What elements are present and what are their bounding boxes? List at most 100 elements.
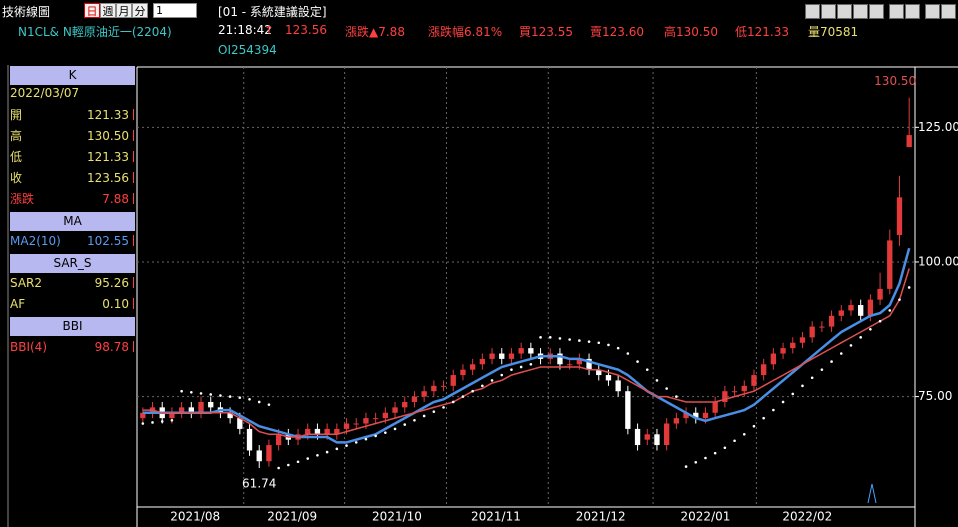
indicator-line <box>142 268 910 438</box>
candle-body <box>314 428 321 435</box>
panel-header: MA <box>10 212 135 231</box>
sar-dot <box>345 444 348 447</box>
candle-body <box>392 407 398 413</box>
candle-body <box>702 412 709 419</box>
sar-dot <box>839 352 843 355</box>
sar-dot <box>578 339 581 342</box>
candle-body <box>741 385 747 392</box>
sar-dot <box>257 400 261 404</box>
setting[interactable]: [01 - 系統建議設定] <box>218 5 327 19</box>
sar-dot <box>607 343 610 347</box>
icon[interactable] <box>941 4 956 19</box>
sar-dot <box>830 360 833 363</box>
sar-dot <box>733 439 736 443</box>
icon[interactable] <box>869 4 884 19</box>
icon[interactable] <box>905 4 920 19</box>
candle-body <box>731 391 738 393</box>
count-select[interactable]: 1 <box>153 3 197 18</box>
candle-body <box>867 299 874 316</box>
sar-dot <box>141 422 145 425</box>
candle-body <box>528 348 534 354</box>
x-tick-label: 2022/01 <box>681 510 731 524</box>
change-pct: 漲跌幅6.81% <box>428 25 503 39</box>
candle-body <box>508 353 515 359</box>
panel-row: 開 121.33 <box>10 105 135 125</box>
candle-body <box>596 369 602 376</box>
sar-dot <box>801 384 804 388</box>
candle-body <box>576 358 583 365</box>
marker <box>867 483 877 504</box>
icon[interactable] <box>805 4 820 19</box>
candle-body <box>518 348 524 354</box>
candle-body <box>644 434 650 440</box>
candle-body <box>343 423 350 429</box>
sar-dot <box>675 395 678 398</box>
candle-body <box>683 412 689 419</box>
row-value: 7.88 <box>102 189 134 209</box>
sar-dot <box>393 427 397 431</box>
candle-body <box>751 375 757 386</box>
sar-dot <box>568 338 571 341</box>
sar-dot <box>209 393 213 396</box>
sar-dot <box>287 463 290 467</box>
row-label: MA2(10) <box>10 234 61 248</box>
sar-dot <box>626 352 630 355</box>
period-button[interactable]: 日 <box>84 3 100 18</box>
x-tick-label: 2021/11 <box>471 510 521 524</box>
sar-dot <box>859 336 862 339</box>
period-button[interactable]: 月 <box>116 3 132 18</box>
sar-dot <box>422 414 426 418</box>
candle-body <box>421 391 427 397</box>
candle-body <box>499 353 505 359</box>
sar-dot <box>898 298 901 301</box>
sar-dot <box>529 362 533 366</box>
candle-body <box>828 315 835 327</box>
sar-dot <box>519 365 523 369</box>
annotation: 61.74 <box>242 477 276 491</box>
period-button[interactable]: 週 <box>100 3 116 18</box>
sar-dot <box>704 456 707 460</box>
low: 低121.33 <box>735 25 789 39</box>
arrow: ↑ <box>264 23 275 37</box>
candle-body <box>305 428 311 435</box>
candle-body <box>673 418 680 424</box>
panel-row: AF 0.10 <box>10 294 135 314</box>
row-value: 98.78 <box>95 337 135 357</box>
candle-body <box>256 450 262 462</box>
row-value: 123.56 <box>87 168 134 188</box>
y-tick-label: 125.00 <box>918 120 958 134</box>
panel-row: SAR2 95.26 <box>10 273 135 293</box>
panel-header: SAR_S <box>10 254 135 273</box>
panel-row: MA2(10) 102.55 <box>10 231 135 251</box>
sar-dot <box>723 446 727 450</box>
candle-body <box>896 197 903 236</box>
candle-body <box>605 375 612 381</box>
candle-body <box>615 380 621 392</box>
symbol: N1CL& N輕原油近一(2204) <box>18 25 172 39</box>
candle-body <box>693 412 699 419</box>
icon[interactable] <box>853 4 868 19</box>
icon[interactable] <box>837 4 852 19</box>
candle-body <box>722 391 728 402</box>
sar-dot <box>432 410 436 413</box>
sar-dot <box>335 447 339 451</box>
period-button[interactable]: 分 <box>132 3 148 18</box>
sar-dot <box>665 387 668 390</box>
row-label: 高 <box>10 129 23 143</box>
row-label: 低 <box>10 150 23 164</box>
candle-body <box>848 305 854 311</box>
sar-dot <box>306 457 310 460</box>
time: 21:18:42 <box>218 23 272 37</box>
sar-dot <box>636 360 639 363</box>
icon[interactable] <box>889 4 904 19</box>
candle-body <box>479 358 486 365</box>
candle-body <box>761 364 767 376</box>
candle-body <box>809 326 815 338</box>
candle-body <box>353 423 359 425</box>
panel-row: 漲跌 7.88 <box>10 189 135 209</box>
sar-dot <box>781 400 785 404</box>
panel-header: K <box>10 66 135 85</box>
icon[interactable] <box>925 4 940 19</box>
icon[interactable] <box>821 4 836 19</box>
